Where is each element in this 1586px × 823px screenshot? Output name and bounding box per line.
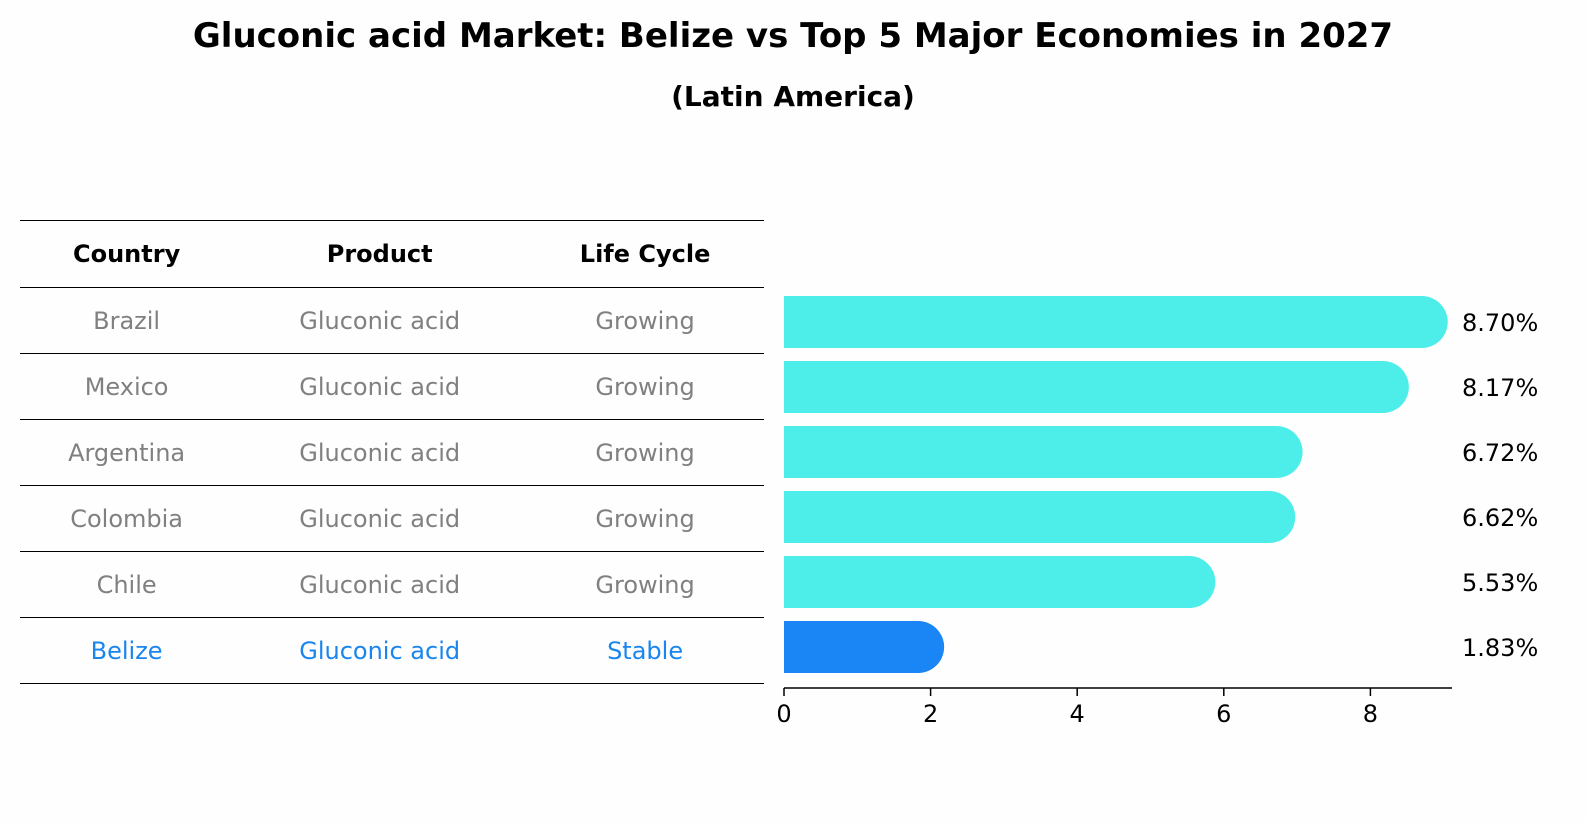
table-header-row: Country Product Life Cycle — [20, 220, 764, 288]
bar — [784, 556, 1216, 608]
bar-value-label: 1.83% — [1462, 634, 1538, 662]
table-row: Argentina Gluconic acid Growing — [20, 419, 764, 486]
bar — [784, 621, 945, 673]
bar-value-label: 6.62% — [1462, 504, 1538, 532]
cell-life-cycle: Growing — [526, 353, 764, 420]
bar-value-label: 8.70% — [1462, 309, 1538, 337]
x-tick-label: 8 — [1363, 700, 1378, 728]
bar — [784, 426, 1303, 478]
cell-life-cycle: Stable — [526, 617, 764, 684]
cell-life-cycle: Growing — [526, 419, 764, 486]
header-product: Product — [233, 220, 527, 288]
bar-value-label: 6.72% — [1462, 439, 1538, 467]
bar — [784, 361, 1409, 413]
x-tick-label: 2 — [923, 700, 938, 728]
cell-product: Gluconic acid — [233, 617, 527, 684]
cell-product: Gluconic acid — [233, 353, 527, 420]
chart-subtitle: (Latin America) — [671, 80, 915, 113]
cell-product: Gluconic acid — [233, 551, 527, 618]
cell-country: Colombia — [20, 485, 234, 552]
bar — [784, 296, 1448, 348]
table-row: Brazil Gluconic acid Growing — [20, 287, 764, 354]
cell-country: Brazil — [20, 287, 234, 354]
header-country: Country — [20, 220, 234, 288]
cell-life-cycle: Growing — [526, 551, 764, 618]
table-row: Colombia Gluconic acid Growing — [20, 485, 764, 552]
header-life-cycle: Life Cycle — [526, 220, 764, 288]
cell-country: Chile — [20, 551, 234, 618]
bar — [784, 491, 1296, 543]
cell-country: Mexico — [20, 353, 234, 420]
chart-title: Gluconic acid Market: Belize vs Top 5 Ma… — [192, 16, 1394, 56]
x-tick-label: 4 — [1070, 700, 1085, 728]
cell-country: Belize — [20, 617, 234, 684]
cell-life-cycle: Growing — [526, 287, 764, 354]
cell-country: Argentina — [20, 419, 234, 486]
table-row: Mexico Gluconic acid Growing — [20, 353, 764, 420]
x-tick-label: 6 — [1216, 700, 1231, 728]
table-row-highlight: Belize Gluconic acid Stable — [20, 617, 764, 684]
cell-product: Gluconic acid — [233, 485, 527, 552]
bar-value-label: 5.53% — [1462, 569, 1538, 597]
cell-product: Gluconic acid — [233, 287, 527, 354]
cell-life-cycle: Growing — [526, 485, 764, 552]
cell-product: Gluconic acid — [233, 419, 527, 486]
x-tick-label: 0 — [776, 700, 791, 728]
country-table: Country Product Life Cycle Brazil Glucon… — [20, 220, 764, 684]
bar-value-label: 8.17% — [1462, 374, 1538, 402]
table-row: Chile Gluconic acid Growing — [20, 551, 764, 618]
